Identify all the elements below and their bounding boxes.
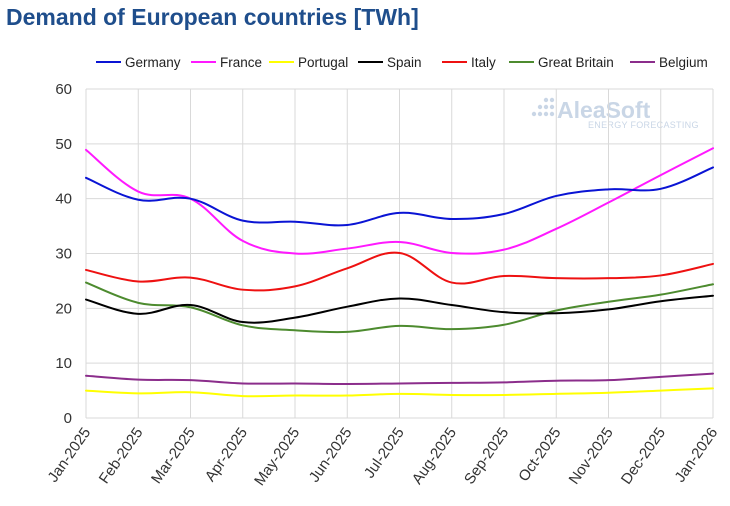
x-tick-label: Oct-2025: [515, 425, 564, 485]
legend-label-italy: Italy: [471, 55, 496, 70]
legend-label-great-britain: Great Britain: [538, 55, 614, 70]
watermark-tagline: ENERGY FORECASTING: [588, 120, 699, 130]
legend-label-portugal: Portugal: [298, 55, 348, 70]
y-tick-label: 60: [55, 81, 72, 98]
x-tick-label: Jan-2025: [44, 425, 94, 486]
legend-label-france: France: [220, 55, 262, 70]
x-tick-label: Mar-2025: [148, 425, 199, 487]
y-tick-label: 0: [64, 410, 72, 427]
watermark: AleaSoft ENERGY FORECASTING: [531, 97, 699, 130]
x-tick-label: Dec-2025: [618, 425, 669, 488]
watermark-brand: AleaSoft: [557, 97, 651, 123]
x-tick-label: Jul-2025: [361, 425, 408, 482]
y-tick-label: 10: [55, 355, 72, 372]
legend-label-germany: Germany: [125, 55, 181, 70]
x-tick-label: Nov-2025: [566, 425, 617, 488]
y-tick-label: 40: [55, 191, 72, 208]
x-axis: Jan-2025 Feb-2025 Mar-2025 Apr-2025 May-2025…: [44, 425, 721, 489]
x-tick-label: Apr-2025: [202, 425, 251, 485]
x-tick-label: Aug-2025: [409, 425, 460, 488]
x-tick-label: Jan-2026: [671, 425, 721, 486]
y-tick-label: 20: [55, 300, 72, 317]
chart-title: Demand of European countries [TWh]: [6, 4, 419, 30]
x-tick-label: May-2025: [251, 425, 303, 489]
watermark-logo-icon: [531, 97, 555, 117]
series-line-portugal: [85, 387, 714, 398]
legend: Germany France Portugal Spain Italy Great Bri…: [96, 55, 708, 70]
series-lines: [85, 147, 714, 398]
y-axis: 0 10 20 30 40 50 60: [55, 81, 72, 427]
x-tick-label: Jun-2025: [306, 425, 356, 486]
y-tick-label: 30: [55, 246, 72, 263]
series-line-spain: [85, 294, 714, 324]
y-tick-label: 50: [55, 136, 72, 153]
legend-label-spain: Spain: [387, 55, 422, 70]
series-line-italy: [85, 251, 714, 292]
series-line-belgium: [85, 372, 714, 385]
x-tick-label: Sep-2025: [461, 425, 512, 488]
x-tick-label: Feb-2025: [96, 425, 147, 487]
legend-label-belgium: Belgium: [659, 55, 708, 70]
series-line-germany: [85, 166, 714, 227]
series-line-great-britain: [85, 281, 714, 334]
